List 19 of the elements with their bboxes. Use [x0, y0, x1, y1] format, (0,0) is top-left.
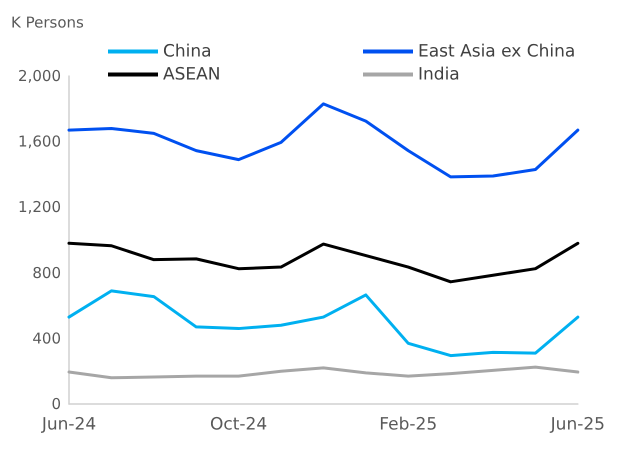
line-series	[68, 366, 580, 380]
x-tick-label: Jun-24	[40, 414, 96, 434]
line-series	[68, 289, 580, 358]
legend-label: East Asia ex China	[418, 42, 576, 62]
y-tick-label: 400	[32, 329, 61, 348]
line-series	[68, 242, 580, 284]
y-tick-label: 1,600	[18, 132, 61, 151]
x-tick-label: Feb-25	[379, 414, 438, 434]
legend-label: ASEAN	[163, 64, 221, 84]
y-tick-label: 800	[32, 264, 61, 282]
y-axis-title: K Persons	[11, 14, 84, 32]
legend-label: China	[163, 42, 212, 62]
y-tick-label: 1,200	[18, 198, 61, 216]
line-series	[68, 102, 580, 178]
x-tick-label: Oct-24	[210, 414, 268, 434]
y-tick-label: 0	[51, 395, 61, 413]
x-tick-label: Jun-25	[550, 414, 606, 434]
y-tick-label: 2,000	[18, 67, 61, 85]
legend-label: India	[418, 64, 460, 84]
